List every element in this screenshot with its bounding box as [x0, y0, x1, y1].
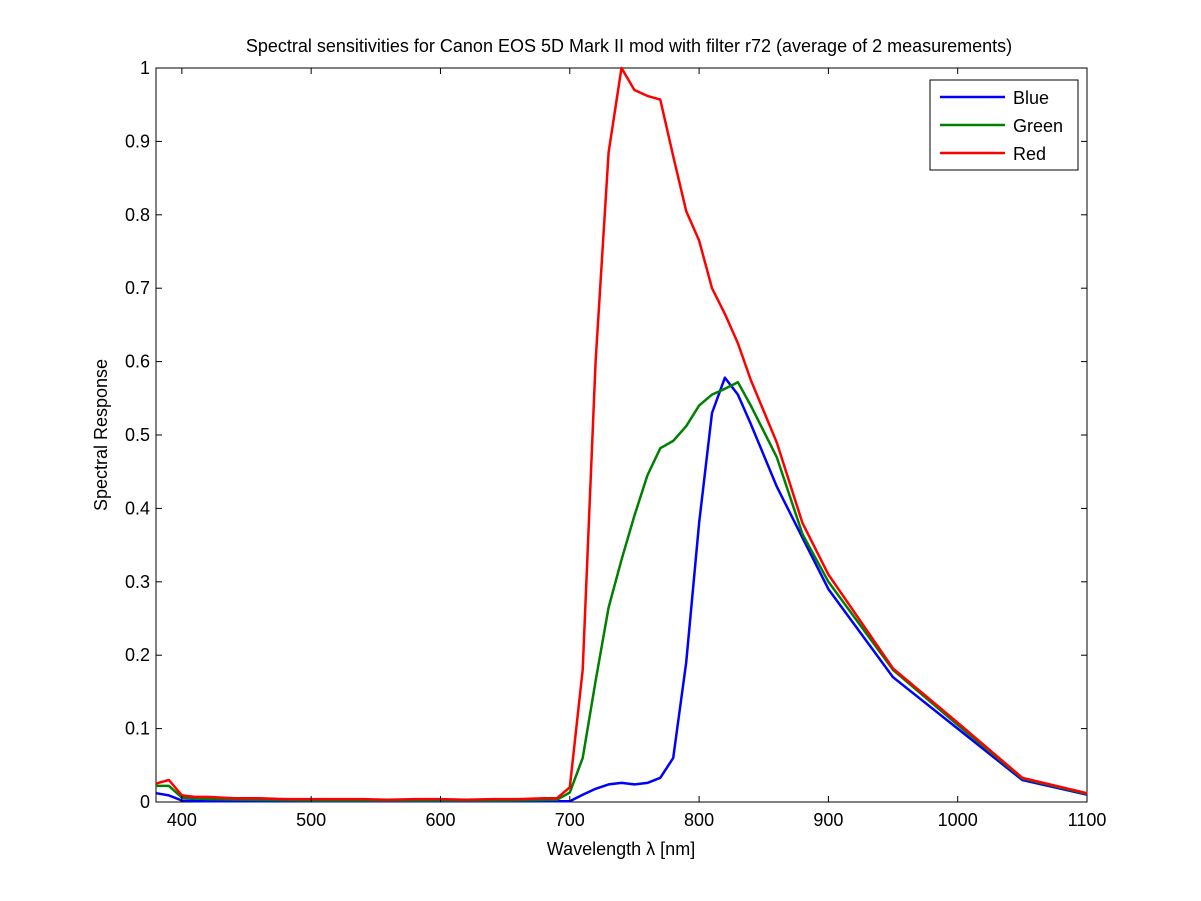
x-tick-label: 1000: [938, 810, 978, 830]
plot-area: 400 500 600 700 800 900 1000 1100 0 0.1 0.2 0.3 0.4 0…: [125, 58, 1106, 830]
x-axis-label: Wavelength λ [nm]: [547, 839, 695, 859]
y-tick-label: 0: [140, 792, 150, 812]
x-tick-label: 500: [296, 810, 326, 830]
y-tick-label: 0.6: [125, 352, 150, 372]
legend-label-red: Red: [1013, 144, 1046, 164]
y-tick-label: 0.9: [125, 131, 150, 151]
legend-label-blue: Blue: [1013, 88, 1049, 108]
legend-items: Blue Green Red: [940, 88, 1063, 164]
legend: Blue Green Red: [929, 79, 1079, 171]
y-axis-label: Spectral Response: [91, 359, 111, 511]
x-tick-label: 700: [555, 810, 585, 830]
legend-label-green: Green: [1013, 116, 1063, 136]
y-tick-label: 0.1: [125, 719, 150, 739]
y-tick-label: 0.4: [125, 498, 150, 518]
y-tick-label: 0.2: [125, 645, 150, 665]
x-tick-label: 600: [425, 810, 455, 830]
ticks-group: 400 500 600 700 800 900 1000 1100 0 0.1 0.2 0.3 0.4 0…: [125, 58, 1106, 830]
y-tick-label: 0.5: [125, 425, 150, 445]
plot-frame: [155, 67, 1088, 803]
series-group: [155, 66, 1088, 803]
x-tick-label: 900: [813, 810, 843, 830]
y-tick-label: 0.7: [125, 278, 150, 298]
y-tick-label: 0.3: [125, 572, 150, 592]
x-tick-label: 800: [684, 810, 714, 830]
series-line-red: [155, 66, 1088, 802]
x-tick-label: 1100: [1068, 810, 1107, 830]
series-line-green: [156, 380, 1088, 802]
chart-title: Spectral sensitivities for Canon EOS 5D …: [246, 36, 1012, 56]
x-tick-label: 400: [167, 810, 197, 830]
y-tick-label: 1: [140, 58, 150, 78]
y-tick-label: 0.8: [125, 205, 150, 225]
